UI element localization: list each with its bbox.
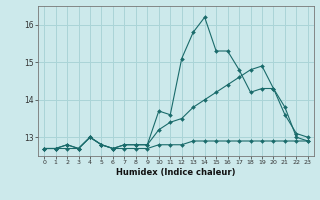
X-axis label: Humidex (Indice chaleur): Humidex (Indice chaleur)	[116, 168, 236, 177]
